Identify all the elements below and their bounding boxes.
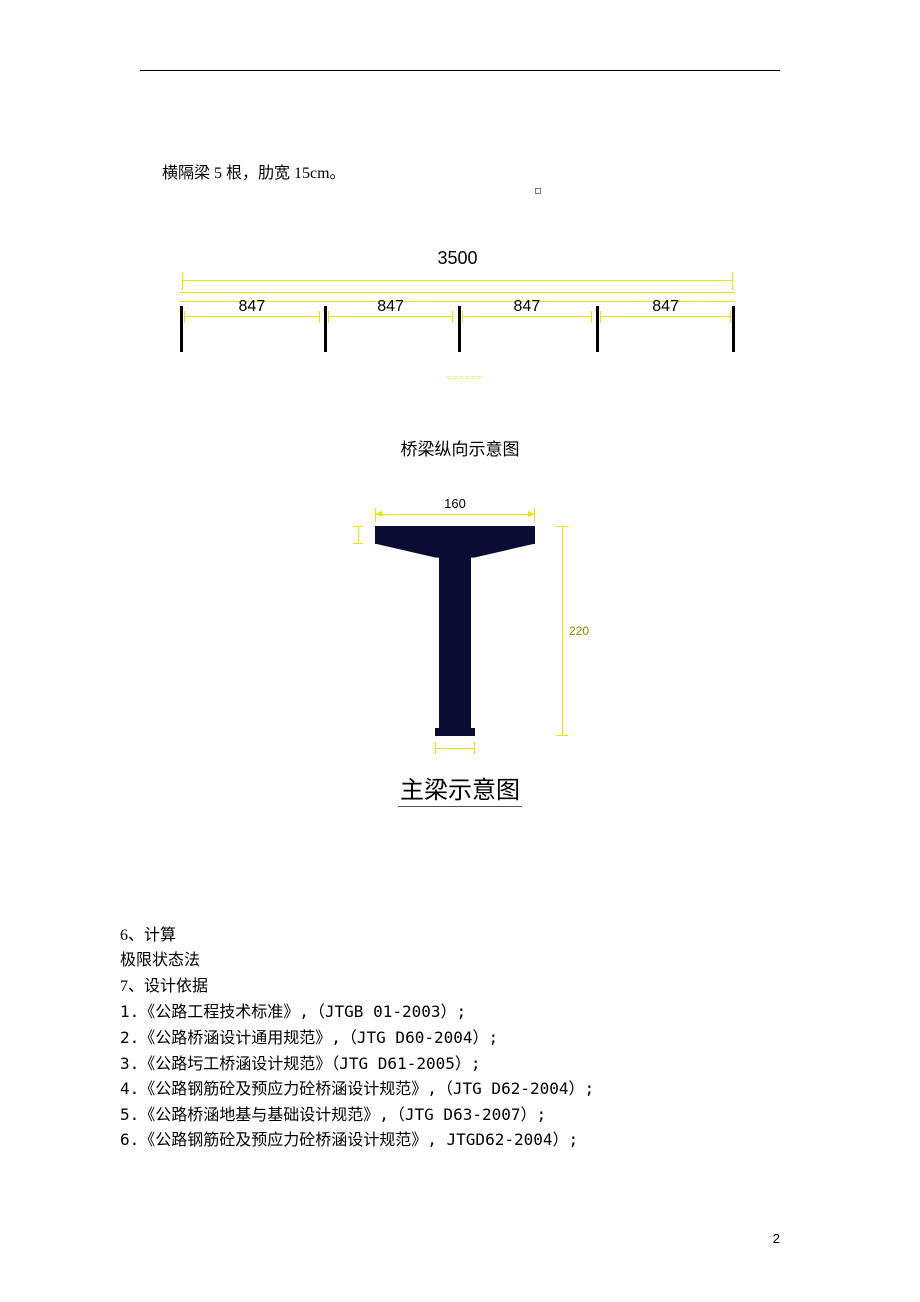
basis-item-3: 3.《公路圬工桥涵设计规范》（JTG D61-2005）; xyxy=(120,1051,800,1077)
span-4: 847 xyxy=(596,306,735,352)
section-6-body: 极限状态法 xyxy=(120,948,800,974)
t-section-caption: 主梁示意图 xyxy=(120,770,800,805)
span-1: 847 xyxy=(180,306,324,352)
flange-width-label: 160 xyxy=(375,496,535,511)
span-3-label: 847 xyxy=(458,298,597,316)
span-1-label: 847 xyxy=(180,298,324,316)
basis-item-1: 1.《公路工程技术标准》,（JTGB 01-2003）; xyxy=(120,999,800,1025)
depth-dimension: 220 xyxy=(555,526,569,736)
depth-label: 220 xyxy=(569,624,589,638)
total-span-label: 3500 xyxy=(180,248,735,269)
flange-width-dimension: 160 xyxy=(375,506,535,522)
span-2-label: 847 xyxy=(324,298,458,316)
longitudinal-caption: 桥梁纵向示意图 xyxy=(120,435,800,460)
flange-thickness-dimension xyxy=(353,526,365,544)
t-section-diagram: 160 220 xyxy=(365,502,555,752)
total-span-dimension xyxy=(180,272,735,290)
longitudinal-diagram: 3500 847 847 847 847 xyxy=(180,272,735,367)
lower-text-block: 6、计算 极限状态法 7、设计依据 1.《公路工程技术标准》,（JTGB 01-… xyxy=(120,923,800,1153)
basis-item-6: 6.《公路钢筋砼及预应力砼桥涵设计规范》, JTGD62-2004）; xyxy=(120,1127,800,1153)
span-4-label: 847 xyxy=(596,298,735,316)
basis-item-5: 5.《公路桥涵地基与基础设计规范》,（JTG D63-2007）; xyxy=(120,1102,800,1128)
decorative-mark: ====== xyxy=(446,373,482,383)
placeholder-glyph xyxy=(535,188,541,194)
bottom-flange-dimension xyxy=(435,742,475,754)
page-number: 2 xyxy=(773,1231,780,1246)
basis-item-4: 4.《公路钢筋砼及预应力砼桥涵设计规范》,（JTG D62-2004）; xyxy=(120,1076,800,1102)
t-flange xyxy=(375,526,535,544)
basis-item-2: 2.《公路桥涵设计通用规范》,（JTG D60-2004）; xyxy=(120,1025,800,1051)
spans-row: 847 847 847 847 xyxy=(180,306,735,352)
page-content: 横隔梁 5 根，肋宽 15cm。 3500 847 847 847 xyxy=(120,70,800,1153)
section-6-heading: 6、计算 xyxy=(120,923,800,949)
t-web xyxy=(439,544,471,732)
section-7-heading: 7、设计依据 xyxy=(120,974,800,1000)
t-bottom-flange xyxy=(435,728,475,736)
span-2: 847 xyxy=(324,306,458,352)
header-rule xyxy=(140,70,780,71)
span-3: 847 xyxy=(458,306,597,352)
intro-line: 横隔梁 5 根，肋宽 15cm。 xyxy=(162,161,800,187)
